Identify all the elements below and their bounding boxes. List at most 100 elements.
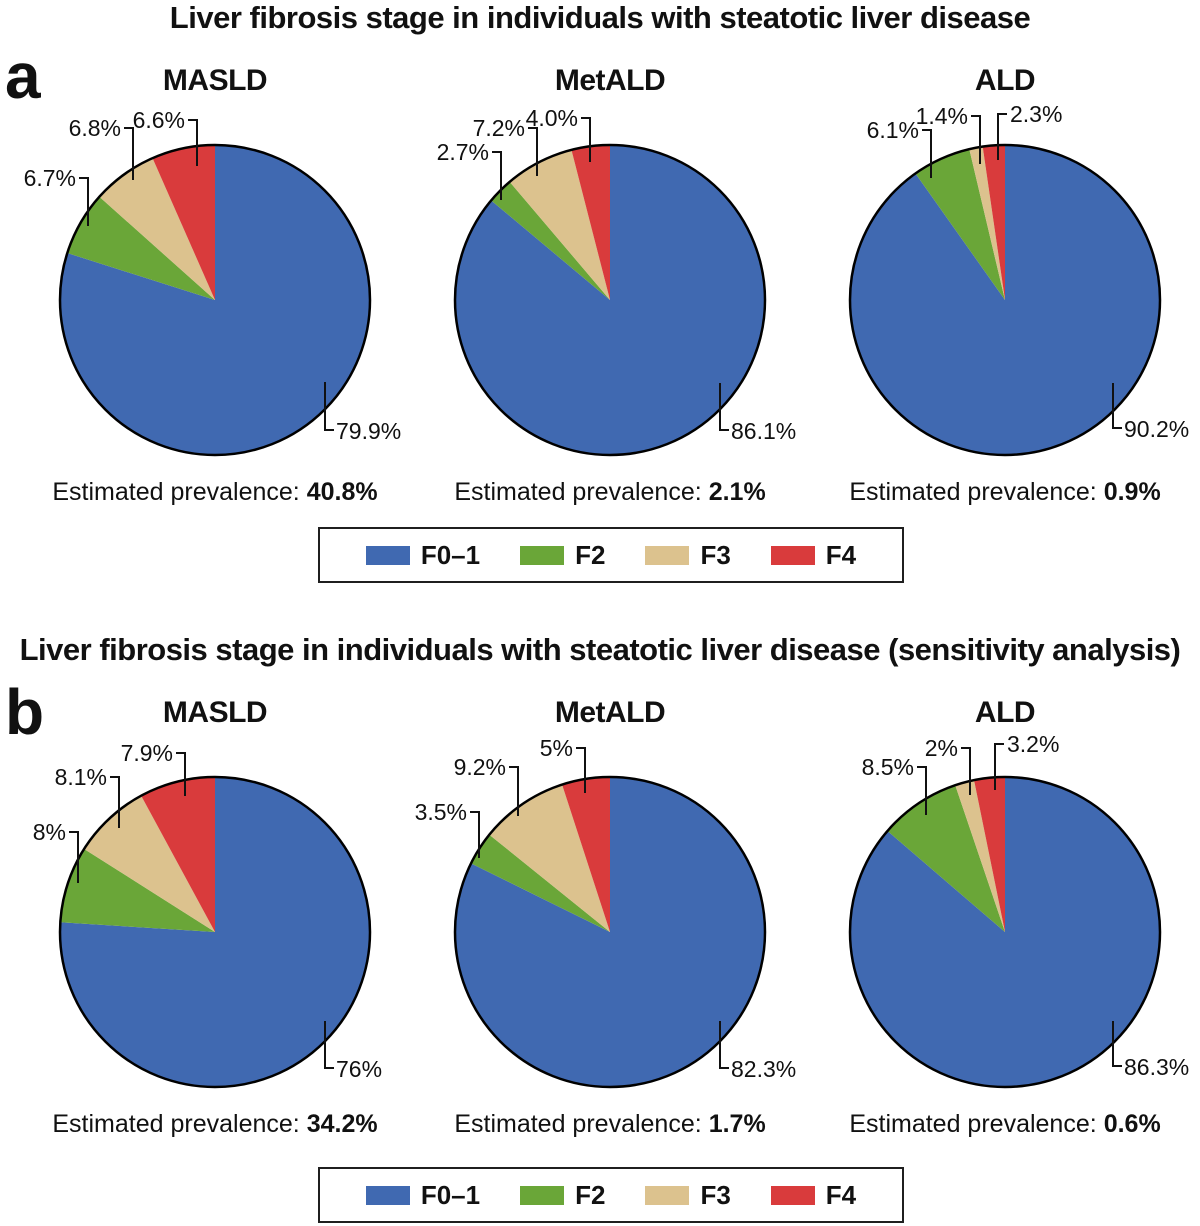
legend-item: F0–1 xyxy=(365,1180,480,1211)
pie-cell-masld-a: MASLD 79.9% 6.7% 6.8% 6.6% Estimated preval… xyxy=(20,58,410,507)
legend-label: F3 xyxy=(700,1179,731,1210)
pie-cell-metald-a: MetALD 86.1% 2.7% 7.2% 4.0% Estimated preva… xyxy=(415,58,805,507)
slice-label: 86.3% xyxy=(1124,1054,1189,1080)
pie-slice-f0-1 xyxy=(60,777,371,1087)
leader-line xyxy=(1112,383,1122,429)
prevalence-label: Estimated prevalence: xyxy=(454,1110,702,1138)
legend-label: F4 xyxy=(825,539,857,570)
pie-slice-f4 xyxy=(974,777,1005,932)
pie-slice-f0-1 xyxy=(454,777,765,1087)
prevalence-label: Estimated prevalence: xyxy=(849,478,1097,506)
legend-item: F3 xyxy=(645,540,731,571)
legend-swatch xyxy=(770,1185,815,1205)
panel-b-letter: b xyxy=(5,676,45,748)
pie-outline xyxy=(58,775,372,1089)
slice-label: 3.5% xyxy=(415,799,467,825)
pie-slice-f4 xyxy=(141,777,215,932)
prevalence-label: Estimated prevalence: xyxy=(849,1110,1097,1138)
prevalence-text: Estimated prevalence: 0.6% xyxy=(810,1110,1200,1139)
prevalence-label: Estimated prevalence: xyxy=(454,478,702,506)
pie-outline xyxy=(848,775,1162,1089)
prevalence-text: Estimated prevalence: 34.2% xyxy=(20,1110,410,1139)
slice-label: 79.9% xyxy=(336,418,401,444)
prevalence-label: Estimated prevalence: xyxy=(52,1110,300,1138)
legend-swatch xyxy=(770,545,815,565)
leader-line xyxy=(188,119,198,166)
pie-title: MASLD xyxy=(162,64,268,97)
leader-line xyxy=(917,766,927,815)
pie-slice-f0-1 xyxy=(60,145,371,456)
prevalence-value: 34.2% xyxy=(306,1110,378,1138)
leader-line xyxy=(470,811,480,858)
legend-label: F2 xyxy=(575,1179,606,1210)
slice-label: 2.7% xyxy=(437,139,489,165)
pie-slice-f4 xyxy=(571,145,610,300)
leader-line xyxy=(492,151,502,200)
pie-title: MASLD xyxy=(162,696,268,729)
leader-line xyxy=(994,743,1004,790)
legend-swatch xyxy=(645,545,690,565)
leader-line xyxy=(509,766,519,816)
legend-item: F2 xyxy=(520,540,605,571)
slice-label: 2.3% xyxy=(1010,104,1062,127)
pie-slice-f3 xyxy=(955,780,1005,932)
legend-item: F4 xyxy=(770,1180,856,1211)
legend: F0–1 F2 F3 F4 xyxy=(318,527,904,583)
pie-slice-f2 xyxy=(471,834,610,932)
slice-label: 2% xyxy=(925,736,958,761)
slice-label: 1.4% xyxy=(916,104,968,129)
pie-slice-f4 xyxy=(562,777,610,932)
slice-label: 90.2% xyxy=(1124,416,1189,442)
leader-line xyxy=(719,383,729,431)
pie-chart: 79.9% 6.7% 6.8% 6.6% xyxy=(24,107,401,457)
leader-line xyxy=(922,129,932,178)
pie-slice-f2 xyxy=(60,848,216,932)
legend-label: F2 xyxy=(575,539,606,570)
prevalence-text: Estimated prevalence: 40.8% xyxy=(20,478,410,507)
pie-slice-f0-1 xyxy=(454,145,765,455)
slice-label: 9.2% xyxy=(454,754,506,780)
slice-label: 4.0% xyxy=(526,105,578,131)
slice-label: 7.2% xyxy=(473,115,525,141)
leader-line xyxy=(528,127,538,176)
pie-chart: 76% 8% 8.1% 7.9% xyxy=(33,740,382,1089)
prevalence-value: 0.9% xyxy=(1103,478,1161,506)
leader-line xyxy=(79,177,89,226)
panel-a-title: Liver fibrosis stage in individuals with… xyxy=(169,0,1031,35)
legend-swatch xyxy=(365,1185,410,1205)
legend-item: F0–1 xyxy=(365,540,480,571)
pie-slice-f3 xyxy=(489,784,610,932)
prevalence-text: Estimated prevalence: 1.7% xyxy=(415,1110,805,1139)
pie-slice-f4 xyxy=(982,145,1005,300)
slice-label: 3.2% xyxy=(1007,736,1059,757)
pie-slice-f2 xyxy=(67,196,215,300)
pie-chart: 82.3% 3.5% 9.2% 5% xyxy=(415,736,796,1089)
prevalence-value: 2.1% xyxy=(708,478,766,506)
pie-title: MetALD xyxy=(554,696,666,729)
pie-slice-f2 xyxy=(491,181,610,300)
slice-label: 6.8% xyxy=(69,115,121,141)
leader-line xyxy=(69,831,79,883)
slice-label: 5% xyxy=(540,736,573,761)
slice-label: 7.9% xyxy=(121,740,173,766)
leader-line xyxy=(1112,1021,1122,1067)
legend-swatch xyxy=(520,545,565,565)
slice-label: 8.5% xyxy=(862,754,914,780)
legend-swatch xyxy=(520,1185,565,1205)
pie-title: ALD xyxy=(974,64,1036,97)
pie-slice-f4 xyxy=(152,145,215,300)
leader-line xyxy=(576,747,586,793)
pie-cell-masld-b: MASLD 76% 8% 8.1% 7.9% Estimated prevalence… xyxy=(20,690,410,1139)
pie-slice-f0-1 xyxy=(849,777,1160,1087)
slice-label: 6.6% xyxy=(133,107,185,133)
pie-chart: 86.1% 2.7%7.2% 4.0% xyxy=(437,105,796,457)
pie-slice-f2 xyxy=(887,785,1005,932)
legend-item: F2 xyxy=(520,1180,605,1211)
pie-chart: 86.3% 8.5% 2% 3.2% xyxy=(848,736,1189,1089)
slice-label: 8% xyxy=(33,819,66,845)
panel-a-letter: a xyxy=(5,40,41,112)
legend-swatch xyxy=(365,545,410,565)
slice-label: 6.1% xyxy=(867,117,919,143)
panel-b-title: Liver fibrosis stage in individuals with… xyxy=(19,632,1181,667)
